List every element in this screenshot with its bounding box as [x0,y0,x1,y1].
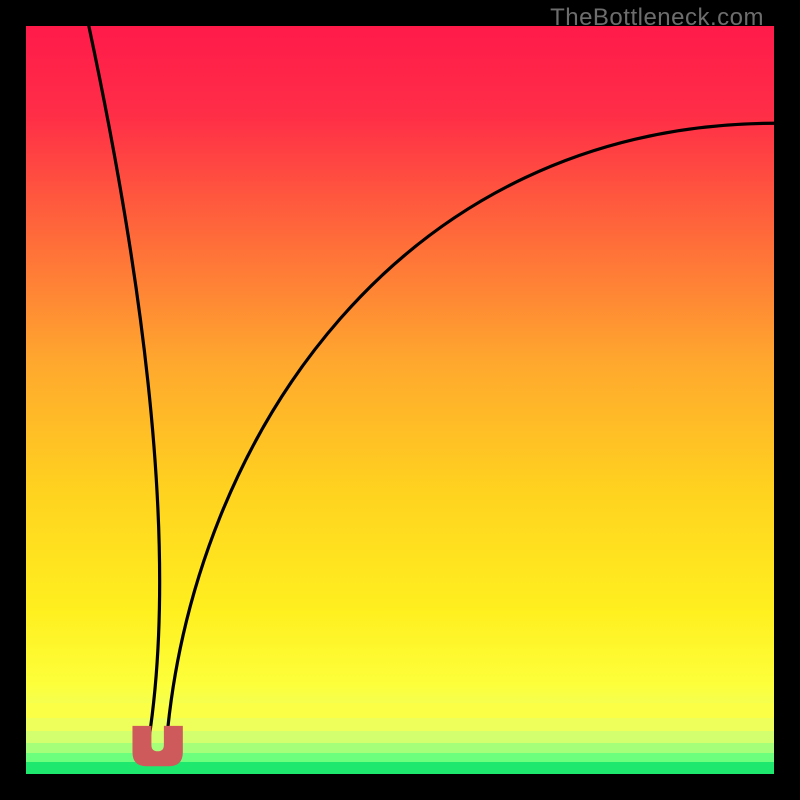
bottleneck-curve [89,26,160,740]
bottleneck-curve [167,123,774,740]
chart-frame: TheBottleneck.com [0,0,800,800]
plot-area [26,26,774,774]
min-marker-u-icon [133,726,182,765]
curve-overlay [26,26,774,774]
watermark-text: TheBottleneck.com [550,4,764,32]
